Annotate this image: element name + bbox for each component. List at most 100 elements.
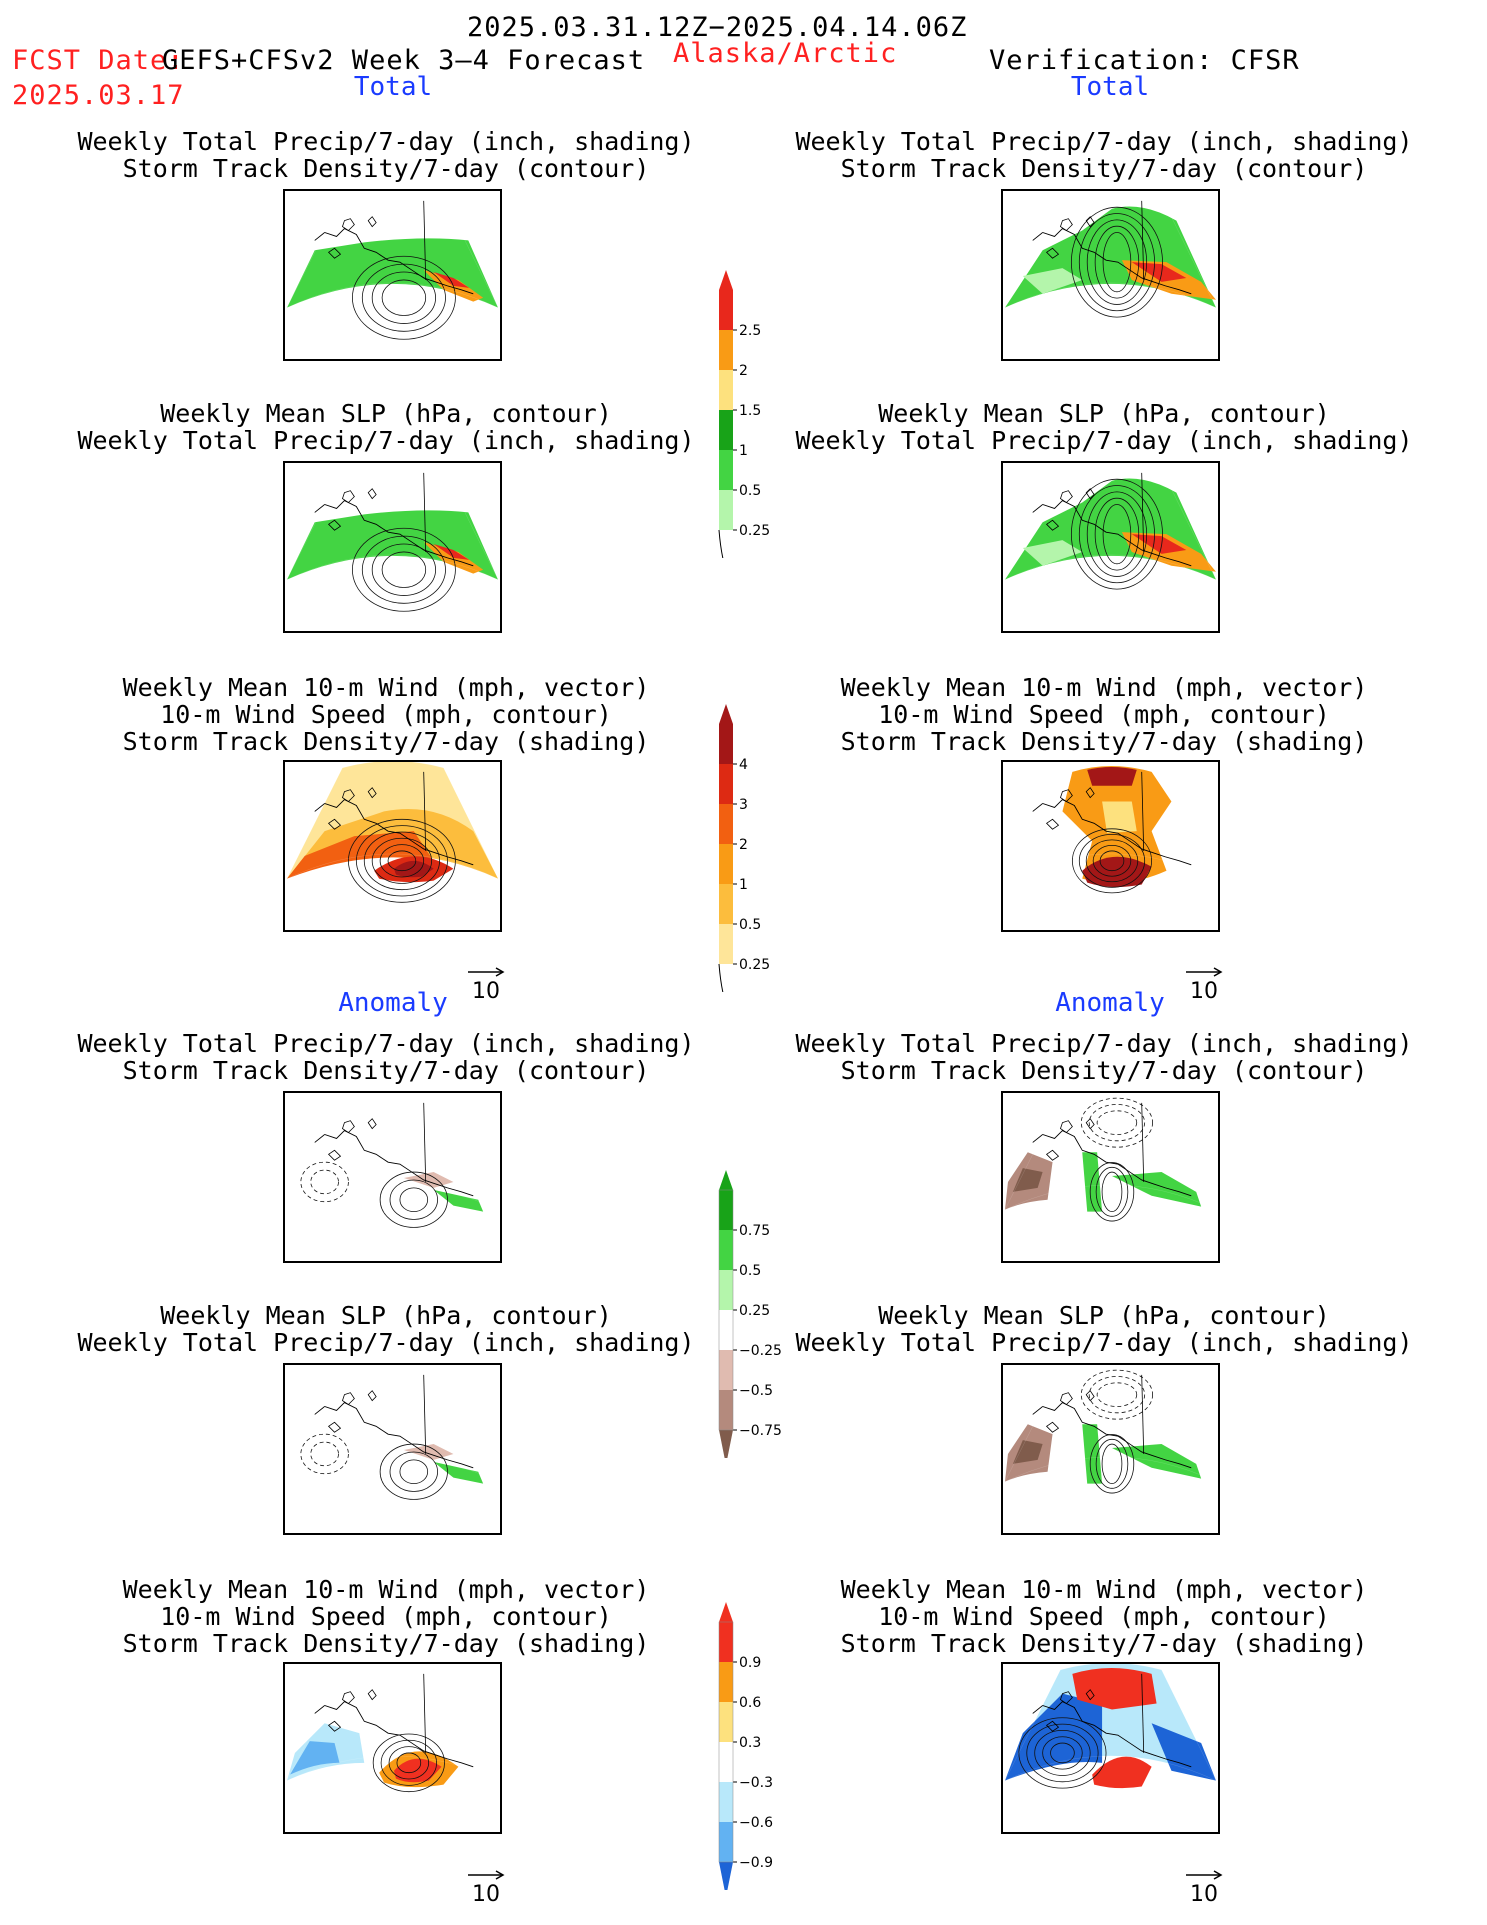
precip-shading [1131,262,1187,282]
contour-line [1095,1438,1129,1489]
map-precip-storm-anom-forecast [283,1091,502,1263]
border-line [1141,472,1145,552]
colorbar-segment [719,1742,733,1782]
contour-line [399,1459,429,1484]
colorbar-segment [719,290,733,330]
region-label: Alaska/Arctic [673,38,898,69]
contour-line [363,831,440,891]
section-anomaly-left: Anomaly [338,988,448,1018]
title-precip-storm-anom-right: Weekly Total Precip/7-day (inch, shading… [795,1029,1413,1085]
period-title: 2025.03.31.12Z−2025.04.14.06Z [467,12,968,43]
section-total-left: Total [353,72,433,102]
coastline [314,799,474,866]
storm-anom-shading [289,1741,340,1775]
coastline [314,1130,474,1197]
colorbar-segment [719,844,733,884]
contour-line [1050,1742,1075,1764]
colorbar-top-triangle [719,270,733,290]
colorbar-segment [719,924,733,964]
colorbar-label: 0.25 [739,957,770,973]
contour-line [361,263,446,332]
contour-line [381,551,427,588]
colorbar-label: 0.75 [739,1223,770,1239]
precip-shading [1131,534,1187,554]
colorbar-label: 1.5 [739,403,761,419]
coastline [1032,228,1192,295]
colorbar-segment [719,724,733,764]
contour-line [1078,833,1146,888]
colorbar-svg: 0.9 0.6 0.3 −0.3 −0.6 −0.9 [718,1602,773,1897]
contour-line [1094,225,1140,299]
arrow-right-icon [1186,1870,1223,1880]
coastline [1045,1689,1095,1732]
contour-line [1042,1736,1083,1770]
precip-anom-shading [1082,1424,1103,1484]
title-slp-precip-anom-right: Weekly Mean SLP (hPa, contour) Weekly Tot… [795,1301,1413,1357]
colorbar-storm-anom: 0.9 0.6 0.3 −0.3 −0.6 −0.9 [716,1600,791,1897]
storm-anom-shading [393,1758,442,1783]
map-wind-storm-total-verification [1001,760,1220,932]
precip-anom-shading [1111,1172,1202,1207]
contour-line [389,1451,438,1492]
contour-line [1096,1110,1138,1135]
precip-anom-shading [433,1189,484,1212]
contour-line [1088,1376,1146,1414]
map-precip-storm-total-forecast [283,189,502,361]
contour-line [387,850,417,872]
map-svg [286,191,499,340]
title-slp-precip-total-left: Weekly Mean SLP (hPa, contour) Weekly Tot… [77,399,695,455]
vector-reference-anom-right: 10 [1184,1865,1224,1907]
precip-anom-shading [433,1461,484,1484]
colorbar-segment [719,884,733,924]
contour-line [1096,1382,1138,1407]
colorbar-segment [719,1662,733,1702]
arrow-right-icon [468,1870,505,1880]
colorbar-label: −0.9 [739,1855,773,1871]
section-total-right: Total [1070,72,1150,102]
map-svg [1004,762,1217,894]
coastline [1045,488,1095,531]
colorbar-segment [719,490,733,530]
coastline [327,216,377,259]
vector-reference-anom-left: 10 [466,1865,506,1907]
colorbar-label: 0.6 [739,1695,761,1711]
colorbar-segment [719,1782,733,1822]
title-wind-storm-total-right: Weekly Mean 10-m Wind (mph, vector) 10-m … [840,673,1368,756]
contour-line [1099,850,1125,872]
colorbar-label: −0.3 [739,1775,773,1791]
colorbar-segment [719,1390,733,1430]
colorbar-segment [719,330,733,370]
colorbar-label: 1 [739,443,748,459]
coastline [1032,1130,1192,1197]
storm-shading [393,860,434,878]
contour-line [379,1443,448,1500]
arrow-right-icon [468,967,505,977]
colorbar-label: 4 [739,757,748,773]
contour-line [1086,219,1148,305]
title-slp-precip-anom-left: Weekly Mean SLP (hPa, contour) Weekly Tot… [77,1301,695,1357]
coastline [314,1701,474,1768]
colorbar-bottom-triangle [719,1862,733,1897]
contour-line [1085,839,1139,883]
coastline [1032,500,1192,567]
colorbar-segment [719,370,733,410]
map-precip-storm-anom-verification [1001,1091,1220,1263]
colorbar-top-triangle [719,704,733,724]
coastline [314,228,474,295]
colorbar-svg: 4 3 2 1 0.5 0.25 [718,704,770,1005]
contour-line [1102,504,1132,565]
colorbar-top-triangle [719,1602,733,1622]
map-wind-storm-anom-forecast [283,1662,502,1834]
colorbar-precip-total: 2.5 2 1.5 1 0.5 0.25 [716,268,786,571]
colorbar-label: −0.25 [739,1343,782,1359]
contour-line [371,837,433,884]
section-anomaly-right: Anomaly [1055,988,1165,1018]
colorbar-tail [718,529,727,571]
verification-label: Verification: CFSR [989,45,1300,76]
map-svg [286,463,499,612]
map-slp-precip-total-verification [1001,461,1220,633]
map-domain [286,1365,499,1482]
contour-line [1070,206,1163,318]
colorbar-tail [718,963,727,1005]
map-svg [1004,1664,1217,1789]
